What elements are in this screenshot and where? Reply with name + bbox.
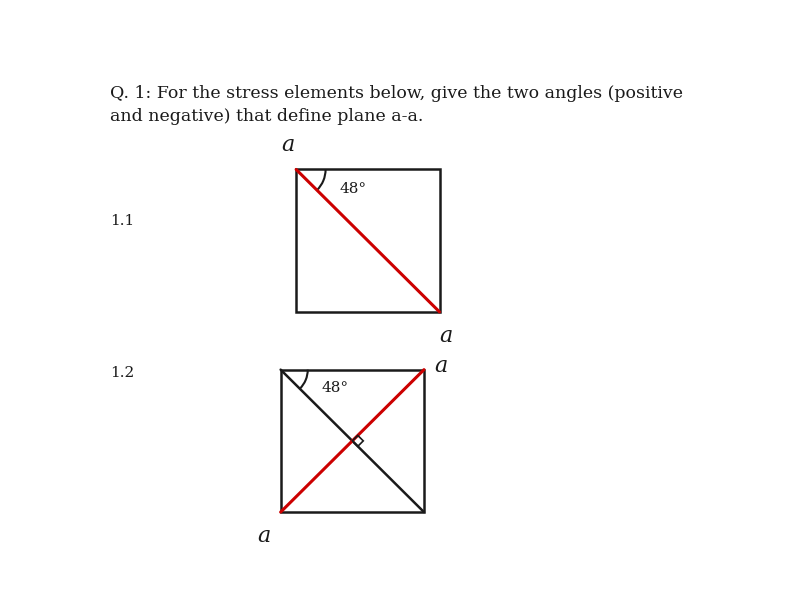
Text: a: a: [282, 134, 295, 156]
Text: 48°: 48°: [339, 182, 366, 196]
Text: 1.1: 1.1: [110, 214, 135, 228]
Text: 1.2: 1.2: [110, 366, 135, 380]
Text: a: a: [257, 525, 270, 547]
Text: a: a: [434, 355, 448, 377]
Text: a: a: [439, 325, 452, 347]
Text: 48°: 48°: [322, 381, 348, 395]
Text: Q. 1: For the stress elements below, give the two angles (positive
and negative): Q. 1: For the stress elements below, giv…: [110, 85, 683, 125]
